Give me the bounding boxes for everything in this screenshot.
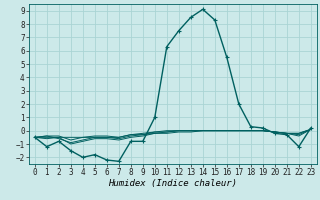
X-axis label: Humidex (Indice chaleur): Humidex (Indice chaleur) (108, 179, 237, 188)
